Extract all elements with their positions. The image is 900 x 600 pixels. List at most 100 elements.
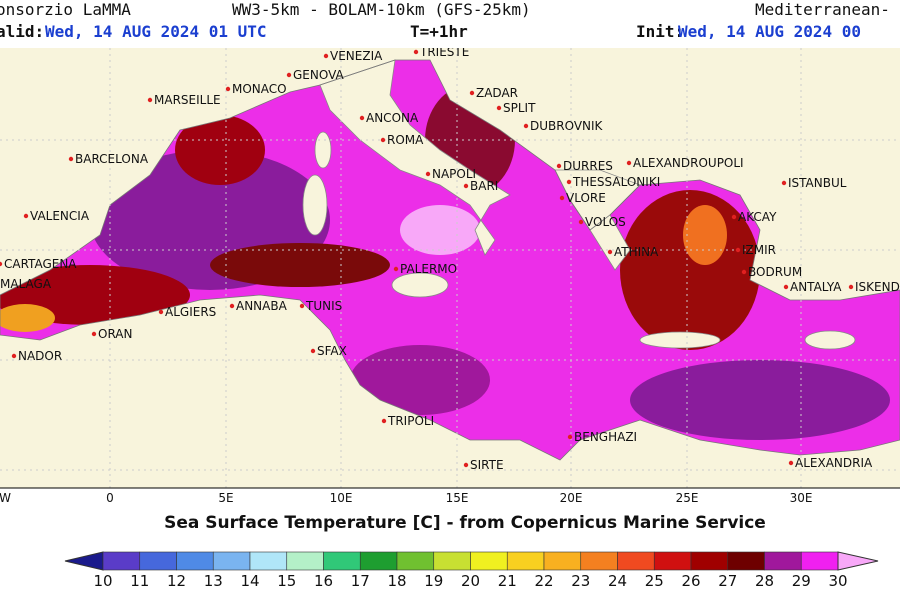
- city-dot: [393, 266, 399, 272]
- city-dot: [607, 249, 613, 255]
- colorbar-segment: [580, 551, 618, 571]
- city-label: TRIESTE: [419, 45, 469, 59]
- city-dot: [463, 183, 469, 189]
- graticule: [0, 48, 900, 488]
- init-label: Init:: [636, 22, 684, 41]
- city-dot: [556, 163, 562, 169]
- header-bg: [0, 0, 900, 48]
- city-label: BARI: [470, 179, 498, 193]
- city-label: THESSALONIKI: [572, 175, 660, 189]
- init-time: Wed, 14 AUG 2024 00: [678, 22, 861, 41]
- city-dot: [567, 434, 573, 440]
- italy: [319, 59, 511, 256]
- sardinia: [302, 174, 328, 236]
- colorbar-segment: [286, 551, 324, 571]
- city-dot: [323, 53, 329, 59]
- colorbar-label: 16: [314, 572, 333, 590]
- colorbar-label: 28: [755, 572, 774, 590]
- cyprus: [804, 330, 856, 350]
- city-label: SFAX: [317, 344, 347, 358]
- colorbar: 10 11 12 13 14 15 16 17 18 19 20 21 22 23 24 25 26 27 28 29…: [64, 551, 879, 590]
- sst-patch: [683, 205, 727, 265]
- city-label: BENGHAZI: [574, 430, 637, 444]
- city-label: PALERMO: [400, 262, 457, 276]
- colorbar-segment: [212, 551, 251, 571]
- longitude-labels: W 0 5E 10E 15E 20E 25E 30E: [0, 491, 812, 505]
- city-label: ALEXANDRIA: [795, 456, 873, 470]
- longitude-label: 10E: [330, 491, 353, 505]
- city-label: NADOR: [18, 349, 62, 363]
- colorbar-segment: [727, 551, 765, 571]
- city-dot: [731, 214, 737, 220]
- city-dot: [229, 303, 235, 309]
- longitude-label: 30E: [790, 491, 813, 505]
- city-label: ALGIERS: [165, 305, 216, 319]
- colorbar-segment: [102, 551, 141, 571]
- sst-patch: [400, 205, 480, 255]
- city-label: DUBROVNIK: [530, 119, 604, 133]
- city-dot: [91, 331, 97, 337]
- colorbar-segment: [359, 551, 398, 571]
- sst-patch: [175, 115, 265, 185]
- city-label: ANNABA: [236, 299, 288, 313]
- city-label: BARCELONA: [75, 152, 149, 166]
- city-dot: [626, 160, 632, 166]
- city-label: ZADAR: [476, 86, 518, 100]
- city-dot: [578, 219, 584, 225]
- valid-time: Wed, 14 AUG 2024 01 UTC: [45, 22, 267, 41]
- step: T=+1hr: [410, 22, 468, 41]
- longitude-label: W: [0, 491, 11, 505]
- colorbar-label: 29: [792, 572, 811, 590]
- city-dot: [286, 72, 292, 78]
- city-label: ATHINA: [614, 245, 659, 259]
- colorbar-label: 20: [461, 572, 480, 590]
- city-label: AKCAY: [738, 210, 777, 224]
- city-dot: [425, 171, 431, 177]
- footer-bg: [0, 488, 900, 600]
- city-dot: [735, 247, 741, 253]
- model: WW3-5km - BOLAM-10km (GFS-25km): [232, 0, 531, 19]
- sst-patch: [210, 243, 390, 287]
- city-label: GENOVA: [293, 68, 345, 82]
- city-dot: [463, 462, 469, 468]
- city-dot: [68, 156, 74, 162]
- city-label: TRIPOLI: [387, 414, 434, 428]
- city-dot: [225, 86, 231, 92]
- longitude-label: 25E: [676, 491, 699, 505]
- colorbar-segment: [323, 551, 361, 571]
- colorbar-over: [837, 551, 879, 571]
- colorbar-label: 30: [828, 572, 847, 590]
- city-label: ANTALYA: [790, 280, 842, 294]
- colorbar-label: 12: [167, 572, 186, 590]
- city-label: BODRUM: [748, 265, 802, 279]
- city-label: MALAGA: [0, 277, 52, 291]
- city-label: NAPOLI: [432, 167, 476, 181]
- longitude-label: 15E: [446, 491, 469, 505]
- colorbar-label: 27: [718, 572, 737, 590]
- city-label: ORAN: [98, 327, 132, 341]
- city-label: TUNIS: [305, 299, 342, 313]
- colorbar-segment: [176, 551, 214, 571]
- city-labels: VENEZIA TRIESTE GENOVA MONACO MARSEILLE ZADAR…: [0, 45, 900, 472]
- colorbar-segment: [690, 551, 729, 571]
- city-dot: [310, 348, 316, 354]
- city-label: VENEZIA: [330, 49, 383, 63]
- city-label: VLORE: [566, 191, 606, 205]
- colorbar-label: 23: [571, 572, 590, 590]
- city-dot: [413, 49, 419, 55]
- sst-patch: [630, 360, 890, 440]
- city-label: MARSEILLE: [154, 93, 221, 107]
- city-label: IZMIR: [742, 243, 776, 257]
- city-label: ANCONA: [366, 111, 419, 125]
- colorbar-segment: [764, 551, 802, 571]
- city-label: ISTANBUL: [788, 176, 847, 190]
- longitude-label: 20E: [560, 491, 583, 505]
- colorbar-label: 13: [204, 572, 223, 590]
- city-label: MONACO: [232, 82, 287, 96]
- colorbar-label: 26: [681, 572, 700, 590]
- colorbar-label: 18: [387, 572, 406, 590]
- colorbar-segment: [506, 551, 545, 571]
- city-dot: [523, 123, 529, 129]
